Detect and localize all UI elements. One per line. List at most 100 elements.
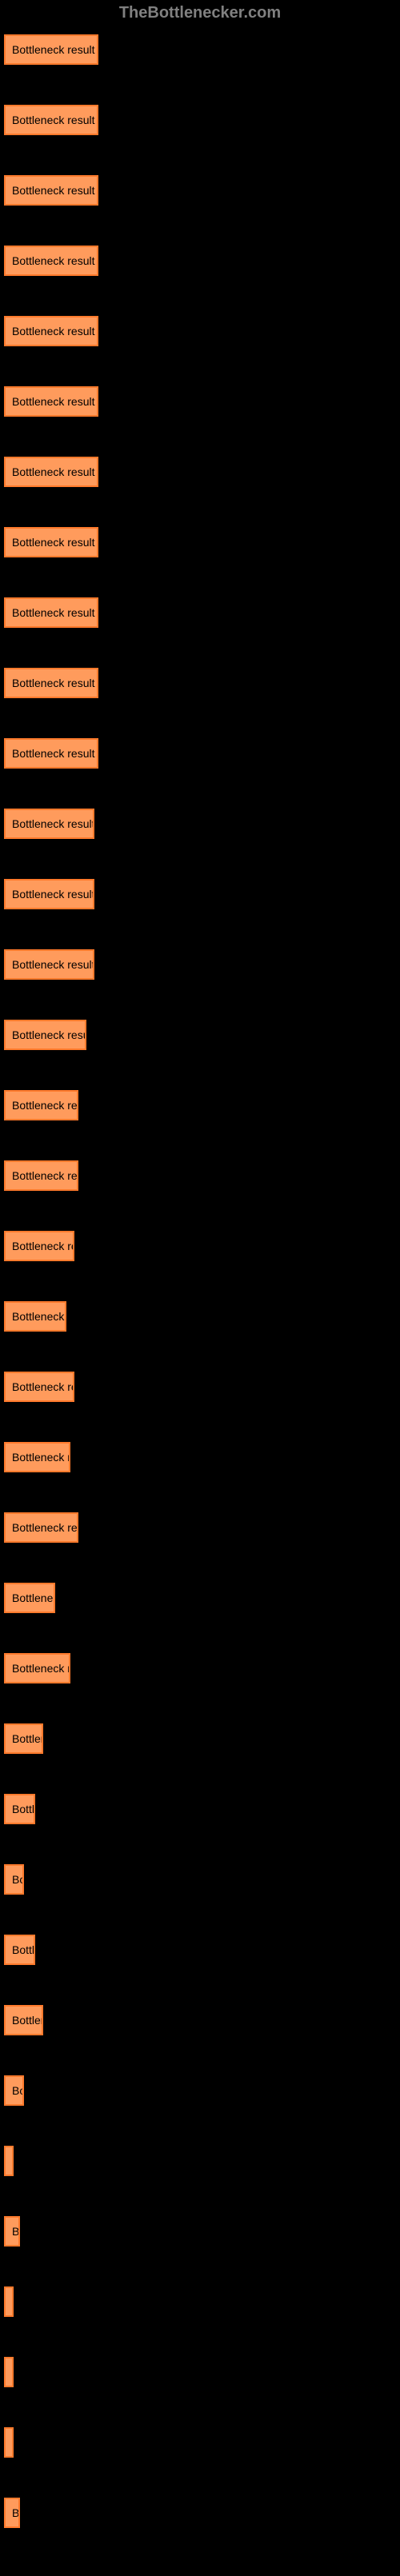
bar-label: Bottle — [12, 1943, 34, 1956]
chart-bar[interactable]: Bottleneck result — [4, 34, 98, 65]
bar-label: Bottleneck resul — [12, 1240, 73, 1252]
bar-label: Bot — [12, 2084, 22, 2097]
bar-wrapper: Bottleneck result — [4, 668, 396, 698]
bar-wrapper: Bottleneck result — [4, 1090, 396, 1120]
bar-label: Bo — [12, 2225, 18, 2238]
bar-wrapper: Bottleneck resu — [4, 1653, 396, 1683]
bar-label: Bottlene — [12, 1732, 42, 1745]
bar-wrapper: Bottlene — [4, 1723, 396, 1754]
bar-wrapper: Bottleneck result — [4, 949, 396, 980]
bar-wrapper: Bottleneck res — [4, 1442, 396, 1472]
bar-wrapper: Bottleneck result — [4, 738, 396, 769]
bar-label: Bottleneck result — [12, 114, 95, 126]
bar-wrapper: Bottleneck resul — [4, 1231, 396, 1261]
chart-bar[interactable]: Bottleneck res — [4, 1442, 70, 1472]
chart-bar[interactable]: Bottleneck result — [4, 175, 98, 206]
chart-bar[interactable]: Bot — [4, 1864, 24, 1895]
chart-bar[interactable]: Bot — [4, 2075, 24, 2106]
bar-wrapper — [4, 2357, 396, 2387]
chart-bar[interactable]: Bottlene — [4, 2005, 43, 2035]
bar-wrapper: Bottle — [4, 1794, 396, 1824]
chart-bar[interactable]: Bottleneck result — [4, 597, 98, 628]
chart-bar[interactable]: Bottleneck result — [4, 527, 98, 557]
bar-wrapper: B — [4, 2146, 396, 2176]
bar-wrapper: Bottleneck result — [4, 34, 396, 65]
bar-wrapper: Bottlene — [4, 2005, 396, 2035]
bar-wrapper: Bottleneck result — [4, 246, 396, 276]
chart-bar[interactable]: Bottleneck result — [4, 246, 98, 276]
header: TheBottlenecker.com — [0, 0, 400, 26]
chart-bar[interactable]: B — [4, 2286, 14, 2317]
bar-label: Bottleneck result — [12, 254, 95, 267]
bar-label: Bottleneck result — [12, 1169, 77, 1182]
chart-bar[interactable]: Bottleneck result — [4, 738, 98, 769]
chart-bar[interactable]: Bottle — [4, 1794, 35, 1824]
chart-bar[interactable]: Bottleneck result — [4, 949, 94, 980]
chart-bar[interactable]: Bottleneck re — [4, 1301, 66, 1332]
chart-bar[interactable]: Bottleneck result — [4, 879, 94, 909]
bar-label: Bottleneck result — [12, 1099, 77, 1112]
bar-label: Bottleneck re — [12, 1310, 65, 1323]
bar-label: Bottleneck result — [12, 958, 93, 971]
bar-label: Bottleneck resu — [12, 1662, 69, 1675]
bar-wrapper: Bottleneck result — [4, 386, 396, 417]
bar-wrapper: Bot — [4, 2075, 396, 2106]
bar-wrapper: Bottleneck result — [4, 1020, 396, 1050]
chart-bar[interactable]: B — [4, 2146, 14, 2176]
chart-bar[interactable]: Bottleneck result — [4, 1512, 78, 1543]
bar-label: Bottleneck res — [12, 1451, 69, 1464]
chart-bar[interactable]: Bottleneck result — [4, 105, 98, 135]
bar-label: Bottleneck result — [12, 43, 95, 56]
bar-label: Bottleneck result — [12, 536, 95, 549]
bar-wrapper: Bottleneck result — [4, 457, 396, 487]
chart-bar[interactable]: Bottleneck result — [4, 1160, 78, 1191]
bar-wrapper: Bottleneck result — [4, 879, 396, 909]
bar-label: Bottleneck result — [12, 817, 93, 830]
bar-label: Bottleneck resu — [12, 1380, 73, 1393]
bar-label: Bottleneck result — [12, 325, 95, 337]
bar-wrapper: Bo — [4, 2216, 396, 2247]
bar-wrapper: Bottleneck result — [4, 316, 396, 346]
bar-wrapper: Bottleneck result — [4, 1160, 396, 1191]
bar-label: Bottleneck result — [12, 184, 95, 197]
chart-bar[interactable]: Bottleneck result — [4, 386, 98, 417]
bar-wrapper: Bot — [4, 1864, 396, 1895]
chart-bar[interactable]: Bo — [4, 2216, 20, 2247]
chart-bar[interactable] — [4, 2427, 14, 2458]
bar-wrapper — [4, 2427, 396, 2458]
chart-bar[interactable]: Bottleneck result — [4, 668, 98, 698]
bar-wrapper: Bottleneck result — [4, 1512, 396, 1543]
chart-bar[interactable]: Bottleneck result — [4, 1020, 86, 1050]
bar-label: Bottleneck result — [12, 747, 95, 760]
chart-bar[interactable]: Bottleneck result — [4, 1090, 78, 1120]
chart-bar[interactable]: Bottleneck result — [4, 316, 98, 346]
bar-wrapper: Bottleneck result — [4, 597, 396, 628]
bar-label: Bottleneck result — [12, 677, 95, 689]
bar-wrapper: Bottle — [4, 1935, 396, 1965]
bar-wrapper: Bottleneck result — [4, 175, 396, 206]
bar-label: Bottleneck result — [12, 606, 95, 619]
chart-bar[interactable]: Bottleneck resu — [4, 1653, 70, 1683]
bar-label: Bo — [12, 2506, 18, 2519]
chart-bar[interactable]: Bottleneck — [4, 1583, 55, 1613]
bar-label: Bottleneck — [12, 1592, 54, 1604]
bar-wrapper: Bottleneck result — [4, 527, 396, 557]
chart-bar[interactable]: Bottleneck resu — [4, 1372, 74, 1402]
chart-bar[interactable]: Bottleneck resul — [4, 1231, 74, 1261]
chart-bar[interactable]: Bottleneck result — [4, 457, 98, 487]
bar-label: Bottleneck result — [12, 1521, 77, 1534]
bar-wrapper: B — [4, 2286, 396, 2317]
chart-bar[interactable]: Bottleneck result — [4, 809, 94, 839]
bar-label: Bottleneck result — [12, 465, 95, 478]
chart-bar[interactable]: Bo — [4, 2498, 20, 2528]
chart-bar[interactable]: Bottlene — [4, 1723, 43, 1754]
bar-wrapper: Bottleneck result — [4, 105, 396, 135]
bar-wrapper: Bottleneck result — [4, 809, 396, 839]
bar-label: Bottlene — [12, 2014, 42, 2027]
bar-chart: Bottleneck result Bottleneck result Bottle… — [0, 26, 400, 2576]
chart-bar[interactable] — [4, 2357, 14, 2387]
bar-label: Bottleneck result — [12, 888, 93, 901]
bar-wrapper: Bottleneck resu — [4, 1372, 396, 1402]
bar-wrapper: Bo — [4, 2498, 396, 2528]
chart-bar[interactable]: Bottle — [4, 1935, 35, 1965]
